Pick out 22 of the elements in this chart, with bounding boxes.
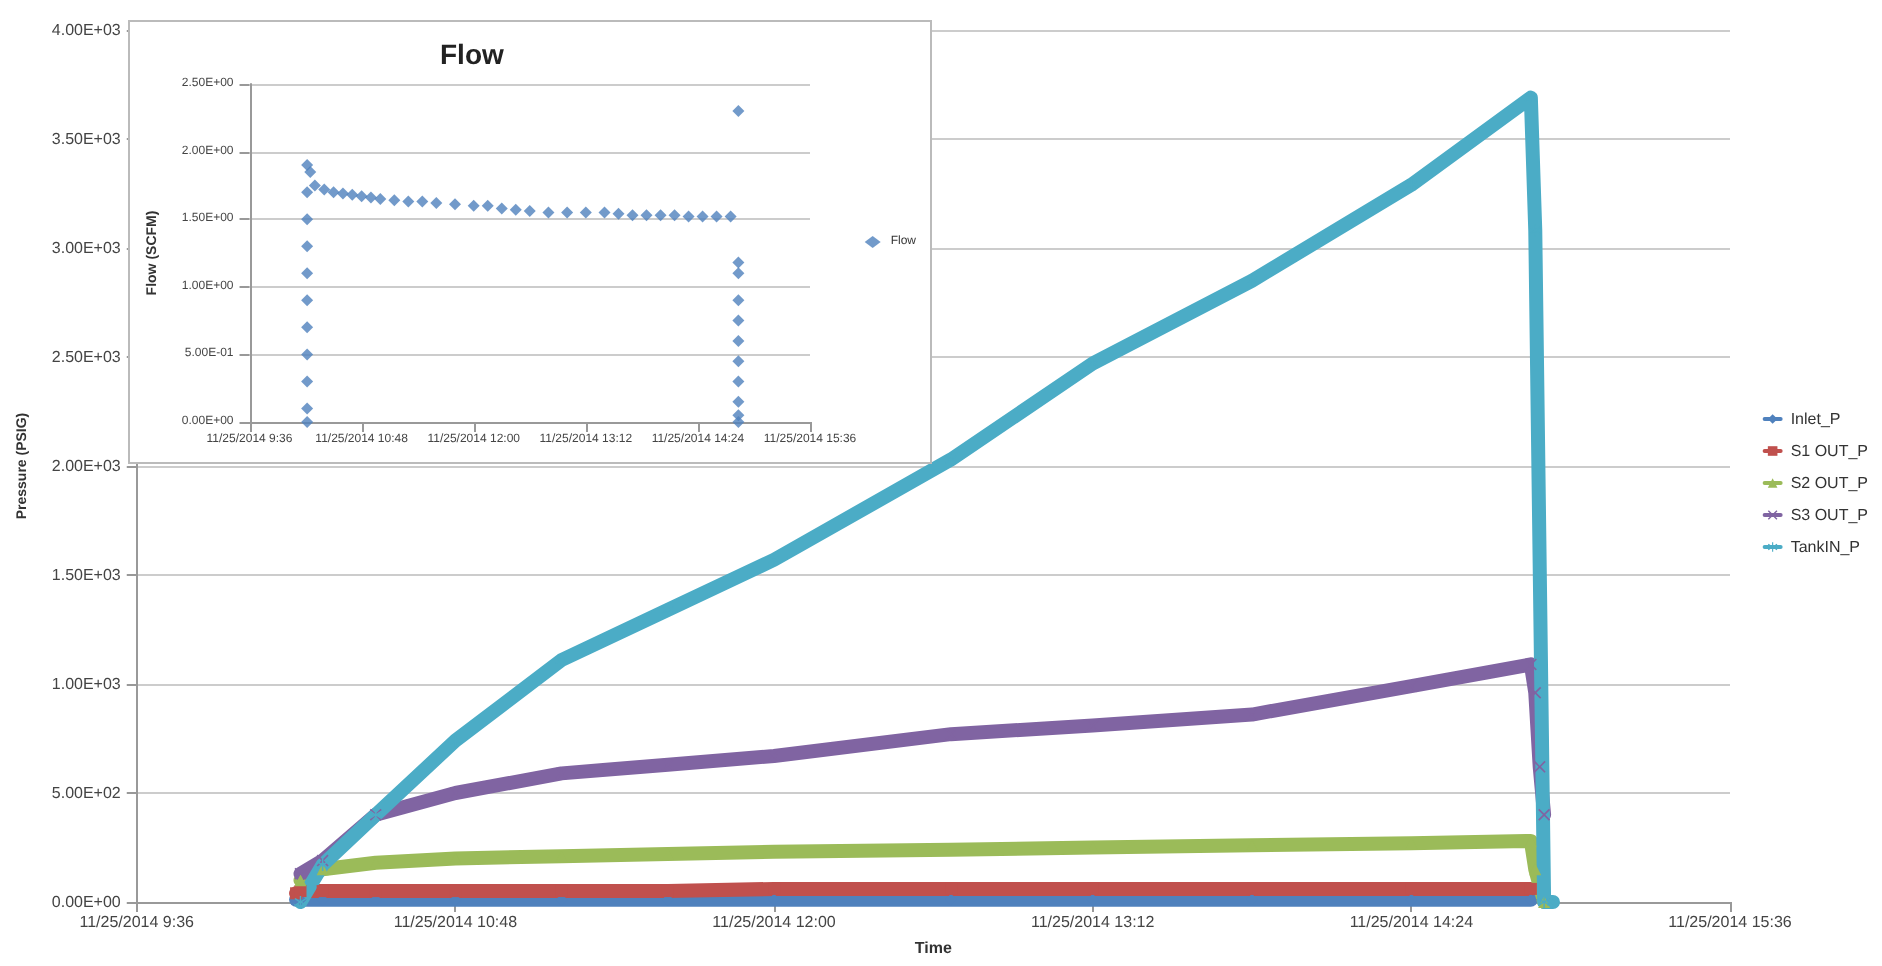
legend-label: S3 OUT_P [1790,506,1869,524]
y-tick-label: 0.00E+00 [51,893,122,911]
x-tick-label: 11/25/2014 10:48 [393,913,519,931]
x-axis-title: Time [914,938,953,957]
legend-label: Inlet_P [1790,410,1841,428]
x-tick-label: 11/25/2014 9:36 [79,913,196,931]
y-tick-label: 2.50E+03 [51,348,122,366]
y-tick-label: 1.00E+03 [51,675,122,693]
legend-label: TankIN_P [1790,538,1861,556]
y-tick-label: 3.00E+03 [51,239,122,257]
legend-label: S1 OUT_P [1790,442,1869,460]
legend-label: S2 OUT_P [1790,474,1869,492]
x-tick-label: 11/25/2014 13:12 [1031,913,1156,931]
y-tick-label: 5.00E+02 [51,784,122,802]
y-tick-label: 2.00E+03 [51,457,122,475]
x-tick-label: 11/25/2014 15:36 [1668,913,1793,931]
y-tick-label: 4.00E+03 [51,21,122,39]
x-tick-label: 11/25/2014 14:24 [1349,913,1475,931]
y-tick-label: 3.50E+03 [51,130,122,148]
x-tick-label: 11/25/2014 12:00 [712,913,837,931]
chart-title: Flow [440,38,504,70]
y-tick-label: 1.50E+03 [51,566,122,584]
